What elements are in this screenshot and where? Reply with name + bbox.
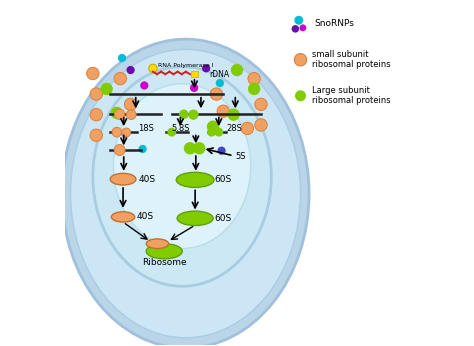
Circle shape (217, 105, 229, 117)
Circle shape (124, 98, 137, 110)
Circle shape (231, 64, 243, 76)
Circle shape (149, 64, 157, 72)
Text: 40S: 40S (138, 175, 155, 184)
Circle shape (111, 107, 123, 119)
Circle shape (118, 54, 126, 62)
Text: 18S: 18S (138, 124, 154, 133)
Ellipse shape (71, 49, 301, 338)
Circle shape (295, 90, 306, 101)
Text: rDNA: rDNA (210, 70, 230, 79)
Circle shape (90, 88, 102, 100)
Circle shape (179, 109, 189, 119)
Circle shape (90, 129, 102, 142)
Circle shape (248, 83, 260, 95)
Circle shape (140, 81, 148, 90)
Circle shape (214, 128, 223, 137)
Text: small subunit
ribosomal proteins: small subunit ribosomal proteins (312, 50, 391, 70)
Circle shape (87, 67, 99, 80)
Circle shape (216, 79, 224, 87)
Circle shape (202, 64, 210, 72)
Circle shape (241, 122, 254, 135)
Circle shape (100, 83, 113, 95)
Text: Large subunit
ribosomal proteins: Large subunit ribosomal proteins (312, 86, 391, 106)
Text: 60S: 60S (215, 175, 232, 184)
Circle shape (138, 145, 147, 153)
Ellipse shape (110, 173, 136, 185)
Ellipse shape (146, 244, 182, 259)
Circle shape (294, 16, 303, 25)
Circle shape (112, 127, 122, 137)
Ellipse shape (113, 84, 251, 248)
Text: SnoRNPs: SnoRNPs (314, 19, 354, 28)
Circle shape (188, 109, 199, 120)
Circle shape (122, 128, 131, 137)
Circle shape (255, 98, 267, 110)
Ellipse shape (111, 212, 135, 222)
Text: 60S: 60S (215, 214, 232, 223)
Circle shape (300, 24, 306, 31)
Ellipse shape (146, 239, 169, 248)
Text: 5S: 5S (235, 152, 246, 161)
Circle shape (248, 72, 260, 85)
Circle shape (90, 109, 102, 121)
Text: 28S: 28S (226, 124, 242, 133)
Circle shape (294, 54, 307, 66)
Circle shape (121, 129, 129, 138)
Circle shape (184, 142, 196, 154)
FancyBboxPatch shape (191, 71, 198, 77)
Circle shape (114, 109, 125, 119)
Circle shape (190, 84, 198, 92)
Circle shape (255, 119, 267, 131)
Text: RNA Polymerase I: RNA Polymerase I (158, 63, 214, 68)
Circle shape (210, 88, 223, 100)
Circle shape (127, 66, 135, 74)
Circle shape (207, 128, 216, 137)
Text: Ribosome: Ribosome (142, 258, 187, 267)
Ellipse shape (176, 172, 214, 188)
Circle shape (167, 128, 176, 137)
Circle shape (218, 147, 226, 155)
Circle shape (207, 120, 219, 133)
Text: 5.8S: 5.8S (171, 124, 190, 133)
Text: 40S: 40S (137, 212, 154, 221)
Ellipse shape (93, 66, 271, 286)
Circle shape (193, 142, 205, 154)
Circle shape (292, 25, 299, 33)
Ellipse shape (177, 211, 213, 226)
Circle shape (127, 110, 136, 119)
Ellipse shape (62, 39, 309, 346)
Circle shape (114, 145, 125, 155)
Circle shape (114, 72, 127, 85)
Circle shape (228, 109, 240, 121)
